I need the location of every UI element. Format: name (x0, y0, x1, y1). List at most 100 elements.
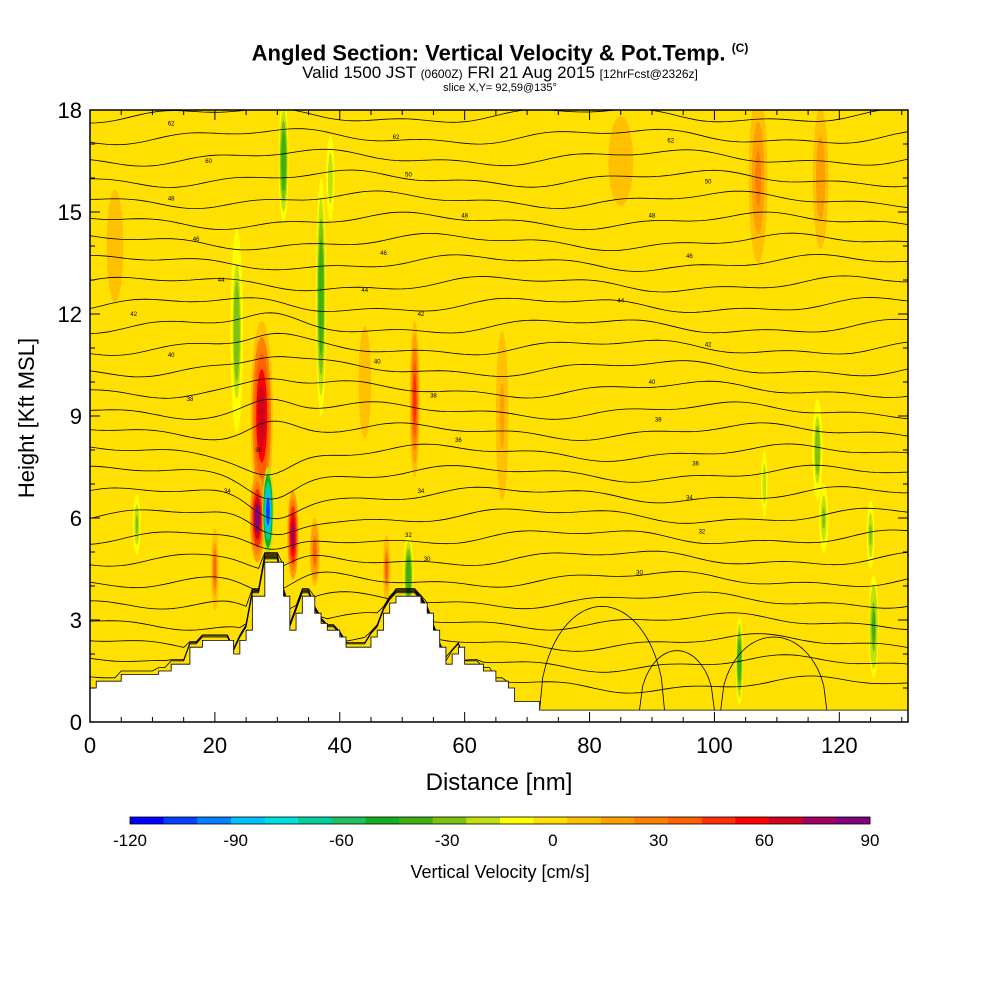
copyright-mark: (C) (731, 41, 749, 55)
y-tick-label: 9 (70, 404, 82, 429)
contour-label: 36 (455, 438, 462, 444)
colorbar-swatch (836, 817, 871, 824)
velocity-level (385, 558, 388, 580)
colorbar-label: Vertical Velocity [cm/s] (410, 862, 590, 882)
velocity-level (406, 562, 411, 589)
contour-label: 48 (168, 196, 175, 202)
colorbar-swatch (668, 817, 703, 824)
contour-label: 40 (649, 380, 656, 386)
contour-label: 38 (187, 397, 194, 403)
valid-utc: (0600Z) (420, 67, 463, 82)
theta-contour (90, 550, 908, 569)
velocity-cell (211, 528, 219, 610)
velocity-cell (287, 490, 299, 580)
velocity-cell (316, 178, 327, 416)
velocity-cell (409, 320, 420, 478)
contour-label: 38 (655, 417, 662, 423)
contour-label: 50 (705, 179, 712, 185)
contour-label: 42 (130, 312, 137, 318)
slice-info: slice X,Y= 92,59@135° (443, 82, 557, 95)
theta-contour (90, 420, 908, 441)
contour-label: 48 (461, 213, 468, 219)
x-tick-label: 80 (577, 733, 601, 758)
theta-contour-labels: 62 60 48 46 44 42 40 38 36 34 62 50 48 46 44 42 40 38 36 34… (130, 122, 712, 577)
colorbar-swatch (399, 817, 434, 824)
theta-contour (90, 190, 908, 210)
theta-contour (90, 554, 908, 610)
theta-contour (90, 555, 908, 631)
velocity-cell (494, 314, 510, 518)
colorbar-tick-label: 30 (649, 831, 668, 850)
colorbar-swatch (500, 817, 535, 824)
contour-label: 32 (405, 533, 412, 539)
velocity-cell (250, 320, 273, 512)
x-tick-label: 20 (203, 733, 227, 758)
x-tick-label: 40 (328, 733, 352, 758)
colorbar-tick-label: -30 (435, 831, 460, 850)
colorbar: -120 -90 -60 -30 0 30 60 90 (113, 816, 879, 850)
contour-label: 60 (205, 159, 212, 165)
velocity-cell (382, 535, 391, 603)
velocity-level (614, 139, 627, 183)
colorbar-swatch (769, 817, 804, 824)
theta-contour (90, 312, 908, 335)
velocity-level (763, 470, 766, 498)
velocity-level (817, 150, 824, 206)
velocity-cell (309, 518, 320, 586)
theta-contour (90, 253, 908, 272)
theta-contour (90, 558, 908, 694)
contour-label: 46 (380, 251, 387, 257)
velocity-level (266, 497, 270, 526)
valid-time: Valid 1500 JST (302, 63, 416, 83)
velocity-level (291, 520, 295, 550)
velocity-cell (262, 467, 274, 556)
theta-contour (90, 211, 908, 231)
theta-contour (90, 110, 884, 124)
colorbar-swatch (735, 817, 770, 824)
velocity-level (213, 555, 217, 583)
contour-label: 30 (636, 570, 643, 576)
contour-label: 46 (686, 254, 693, 260)
theta-contour (90, 128, 908, 146)
colorbar-swatch (130, 817, 165, 824)
velocity-cell (230, 229, 243, 433)
x-tick-label: 100 (696, 733, 733, 758)
colorbar-swatch (163, 817, 198, 824)
contour-label: 30 (424, 557, 431, 563)
contour-label: 34 (418, 489, 425, 495)
velocity-level (319, 258, 323, 336)
theta-contour (90, 486, 908, 520)
y-tick-label: 6 (70, 506, 82, 531)
contour-label: 32 (699, 530, 706, 536)
chart-title: Angled Section: Vertical Velocity & Pot.… (0, 36, 1000, 65)
colorbar-swatch (331, 817, 366, 824)
theta-contour (90, 356, 908, 378)
y-tick-label: 15 (58, 200, 82, 225)
velocity-cell (325, 127, 336, 229)
velocity-level (110, 218, 119, 274)
colorbar-swatch (298, 817, 333, 824)
velocity-level (234, 298, 239, 364)
theta-contour (720, 636, 828, 711)
velocity-cell (249, 473, 265, 563)
colorbar-swatch (701, 817, 736, 824)
theta-contour (639, 650, 715, 711)
y-tick-label: 18 (58, 98, 82, 123)
theta-contour (90, 297, 908, 313)
velocity-level (499, 383, 505, 449)
colorbar-tick-label: 60 (755, 831, 774, 850)
contour-label: 36 (255, 448, 262, 454)
velocity-level (815, 433, 820, 467)
contour-label: 42 (705, 343, 712, 349)
colorbar-swatch (197, 817, 232, 824)
contour-label: 34 (686, 496, 693, 502)
theta-contour (90, 398, 908, 420)
y-tick-label: 12 (58, 302, 82, 327)
theta-contour (90, 232, 908, 252)
colorbar-swatch (600, 817, 636, 824)
y-tick-label: 3 (70, 608, 82, 633)
velocity-cell (819, 484, 829, 552)
colorbar-swatch (802, 817, 837, 824)
x-tick-label: 120 (821, 733, 858, 758)
